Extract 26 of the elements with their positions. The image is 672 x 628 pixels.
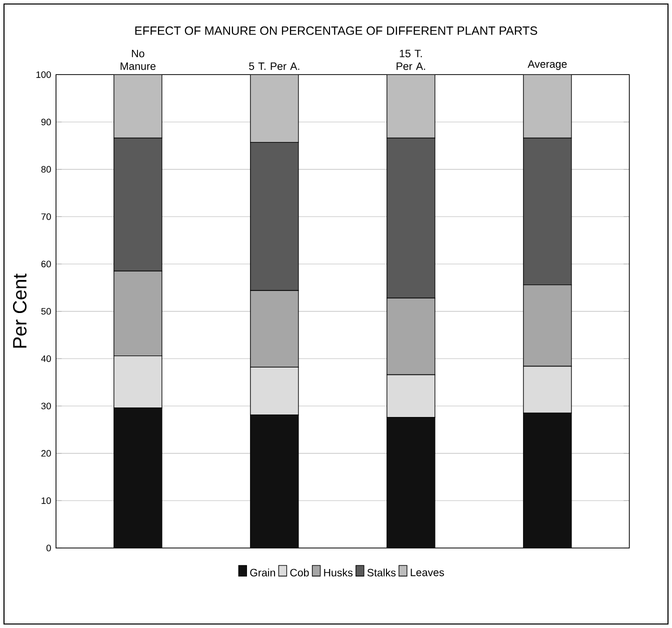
legend-label: Grain — [250, 568, 276, 576]
chart-title: EFFECT OF MANURE ON PERCENTAGE OF DIFFERENT PLANT PARTS — [135, 26, 538, 35]
y-tick-label: 50 — [41, 308, 51, 315]
y-tick-label: 90 — [41, 118, 51, 126]
y-tick-label: 0 — [46, 544, 51, 552]
bar — [250, 414, 299, 548]
y-tick-label: 40 — [41, 355, 51, 362]
legend-label: Leaves — [410, 568, 444, 576]
y-tick-label: 10 — [42, 497, 51, 504]
x-tick-label: 5 T. Per A. — [249, 62, 300, 70]
y-axis-title: Per Cent — [12, 274, 27, 348]
x-tick-label: No Manure — [120, 50, 156, 70]
x-tick-label: 15 T. Per A. — [396, 50, 426, 70]
bar — [386, 417, 436, 548]
y-tick-label: 80 — [41, 166, 51, 173]
y-tick-label: 30 — [41, 402, 51, 410]
y-tick-label: 70 — [41, 213, 51, 220]
y-tick-label: 60 — [41, 260, 51, 268]
bar — [114, 408, 162, 548]
bar — [523, 412, 572, 548]
legend-label: Cob — [290, 568, 309, 576]
x-tick-label: Average — [528, 60, 567, 70]
y-tick-label: 20 — [41, 450, 51, 457]
legend-label: Husks — [324, 568, 353, 576]
y-tick-label: 100 — [36, 71, 51, 78]
legend-label: Stalks — [367, 568, 396, 576]
